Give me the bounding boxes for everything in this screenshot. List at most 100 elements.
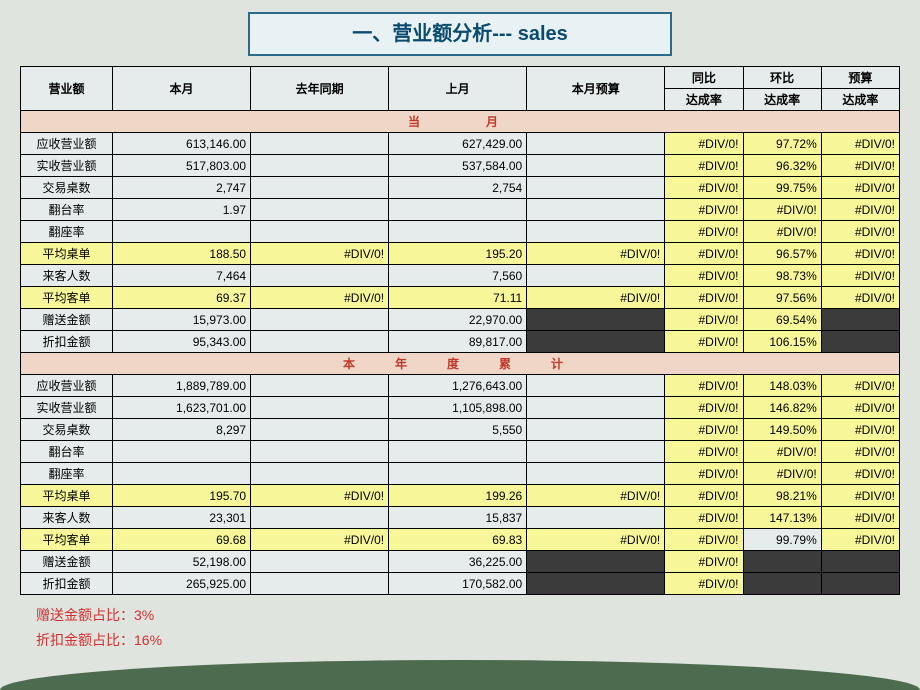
hdr-c5b: 达成率 [665,89,743,111]
cell: 195.20 [389,243,527,265]
cell: #DIV/0! [665,441,743,463]
cell: 96.57% [743,243,821,265]
cell: #DIV/0! [743,463,821,485]
cell: #DIV/0! [665,529,743,551]
cell [251,309,389,331]
cell: #DIV/0! [821,199,899,221]
sales-table: 营业额 本月 去年同期 上月 本月预算 同比 环比 预算 达成率 达成率 达成率… [20,66,900,595]
cell: #DIV/0! [821,419,899,441]
cell: 2,754 [389,177,527,199]
cell: 99.79% [743,529,821,551]
cell: #DIV/0! [665,133,743,155]
cell: #DIV/0! [821,375,899,397]
table-row: 交易桌数8,2975,550#DIV/0!149.50%#DIV/0! [21,419,900,441]
cell: #DIV/0! [821,155,899,177]
cell: 149.50% [743,419,821,441]
cell: 96.32% [743,155,821,177]
note-discount-ratio: 折扣金额占比：16% [36,628,900,653]
table-row: 翻座率#DIV/0!#DIV/0!#DIV/0! [21,221,900,243]
table-row: 折扣金额95,343.0089,817.00#DIV/0!106.15% [21,331,900,353]
cell: 2,747 [113,177,251,199]
cell: 97.72% [743,133,821,155]
cell: 1,889,789.00 [113,375,251,397]
section-current-month: 当 月 [21,111,900,133]
cell: 146.82% [743,397,821,419]
cell: 148.03% [743,375,821,397]
row-label: 赠送金额 [21,551,113,573]
cell [251,397,389,419]
row-label: 翻台率 [21,199,113,221]
cell: #DIV/0! [665,397,743,419]
table-row: 赠送金额52,198.0036,225.00#DIV/0! [21,551,900,573]
cell: #DIV/0! [821,243,899,265]
cell [821,551,899,573]
cell: #DIV/0! [527,243,665,265]
cell: #DIV/0! [251,485,389,507]
cell: 69.83 [389,529,527,551]
cell: #DIV/0! [665,177,743,199]
cell: 5,550 [389,419,527,441]
hdr-c5a: 同比 [665,67,743,89]
cell [251,221,389,243]
cell: #DIV/0! [665,221,743,243]
cell [389,199,527,221]
table-row: 平均客单69.37#DIV/0!71.11#DIV/0!#DIV/0!97.56… [21,287,900,309]
row-label: 折扣金额 [21,573,113,595]
table-row: 来客人数23,30115,837#DIV/0!147.13%#DIV/0! [21,507,900,529]
table-row: 赠送金额15,973.0022,970.00#DIV/0!69.54% [21,309,900,331]
hdr-c4: 本月预算 [527,67,665,111]
cell [251,573,389,595]
row-label: 翻台率 [21,441,113,463]
row-label: 应收营业额 [21,375,113,397]
footer-notes: 赠送金额占比：3% 折扣金额占比：16% [20,603,900,653]
cell [527,419,665,441]
cell [527,441,665,463]
cell: #DIV/0! [251,287,389,309]
table-row: 平均桌单188.50#DIV/0!195.20#DIV/0!#DIV/0!96.… [21,243,900,265]
cell: #DIV/0! [665,485,743,507]
row-label: 平均桌单 [21,485,113,507]
section-ytd: 本 年 度 累 计 [21,353,900,375]
cell: #DIV/0! [251,529,389,551]
cell [527,309,665,331]
cell [113,221,251,243]
cell: 195.70 [113,485,251,507]
cell: 69.37 [113,287,251,309]
cell [527,331,665,353]
cell: #DIV/0! [821,177,899,199]
cell: #DIV/0! [665,573,743,595]
cell: #DIV/0! [821,441,899,463]
table-row: 交易桌数2,7472,754#DIV/0!99.75%#DIV/0! [21,177,900,199]
cell: #DIV/0! [821,529,899,551]
hdr-c0: 营业额 [21,67,113,111]
row-label: 平均客单 [21,287,113,309]
cell [821,309,899,331]
cell [527,133,665,155]
cell: 98.73% [743,265,821,287]
cell [251,133,389,155]
hdr-c2: 去年同期 [251,67,389,111]
cell: 1,105,898.00 [389,397,527,419]
row-label: 应收营业额 [21,133,113,155]
table-row: 来客人数7,4647,560#DIV/0!98.73%#DIV/0! [21,265,900,287]
cell: 7,464 [113,265,251,287]
cell: 15,973.00 [113,309,251,331]
cell: 265,925.00 [113,573,251,595]
cell: 1.97 [113,199,251,221]
cell: 69.68 [113,529,251,551]
cell: #DIV/0! [821,485,899,507]
cell: #DIV/0! [743,221,821,243]
cell: 22,970.00 [389,309,527,331]
row-label: 交易桌数 [21,419,113,441]
cell: 99.75% [743,177,821,199]
table-row: 翻座率#DIV/0!#DIV/0!#DIV/0! [21,463,900,485]
cell [251,177,389,199]
cell: 188.50 [113,243,251,265]
cell: 23,301 [113,507,251,529]
cell [113,463,251,485]
cell [527,221,665,243]
cell: #DIV/0! [821,463,899,485]
header-row-1: 营业额 本月 去年同期 上月 本月预算 同比 环比 预算 [21,67,900,89]
table-row: 翻台率1.97#DIV/0!#DIV/0!#DIV/0! [21,199,900,221]
cell: 69.54% [743,309,821,331]
